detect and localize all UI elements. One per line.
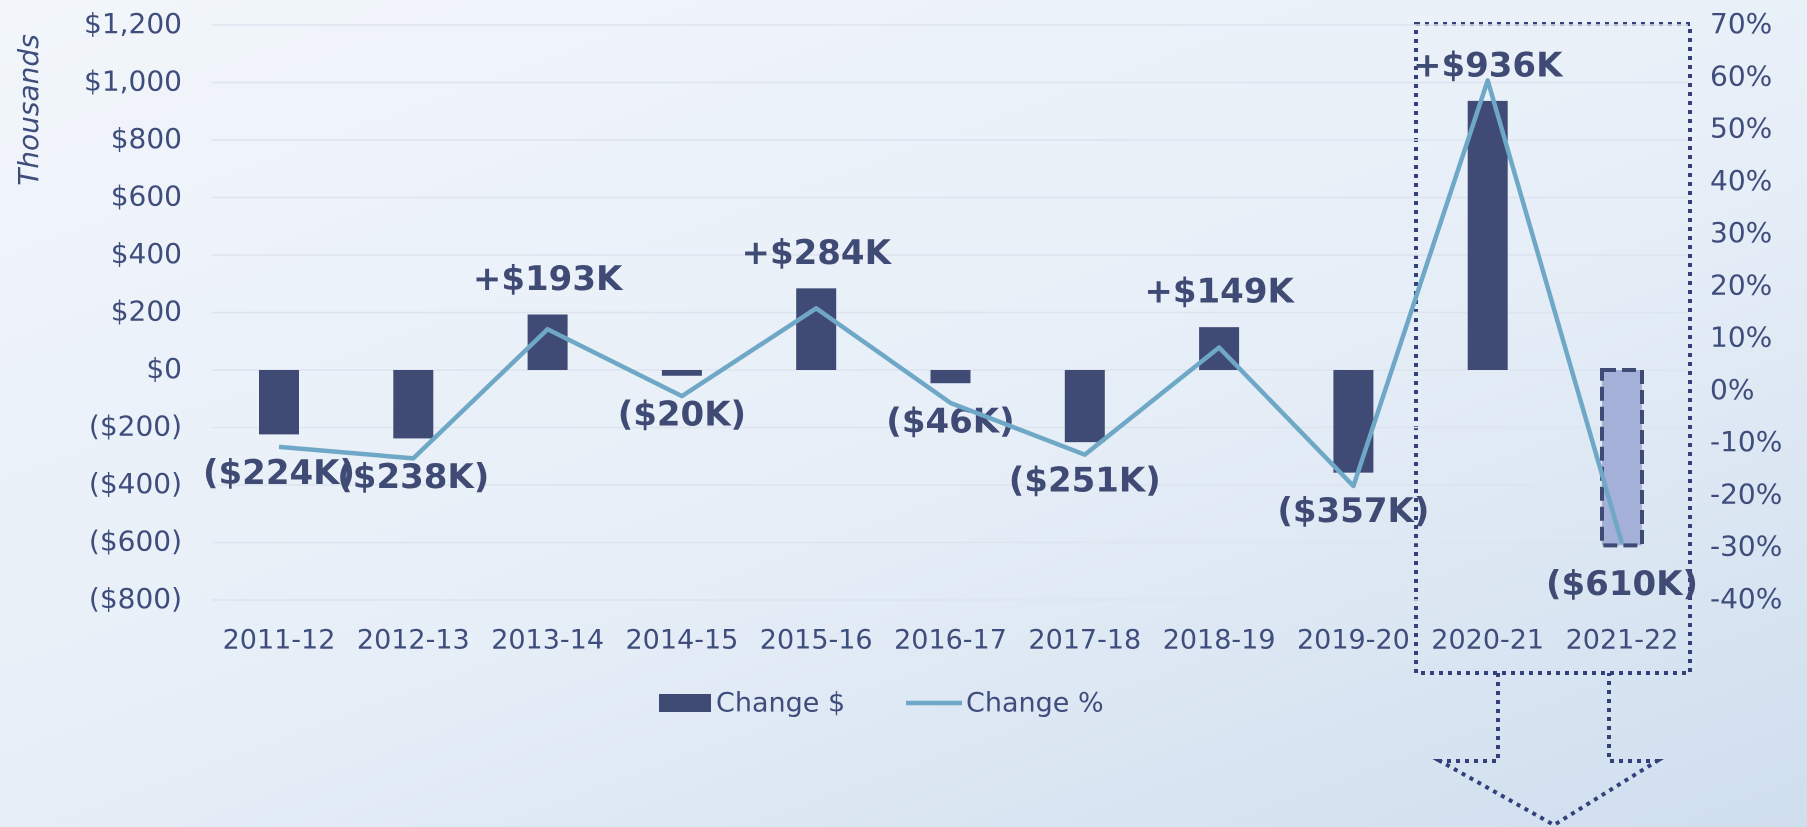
bar: [393, 370, 434, 439]
x-tick-label: 2015-16: [760, 625, 873, 656]
line: [278, 78, 1625, 545]
x-tick-label: 2021-22: [1566, 625, 1679, 656]
bar: [1333, 370, 1374, 473]
x-tick-label: 2013-14: [491, 625, 604, 656]
legend-label: Change $: [716, 688, 845, 719]
value-label: ($610K): [1546, 564, 1698, 604]
value-label: ($224K): [203, 453, 355, 493]
y2-tick-label: 10%: [1710, 321, 1772, 354]
x-tick-label: 2019-20: [1297, 625, 1410, 656]
y-tick-label: ($200): [89, 410, 182, 443]
bar: [1600, 368, 1644, 548]
bar: [1064, 370, 1105, 443]
bar: [796, 288, 837, 370]
x-tick-label: 2020-21: [1431, 625, 1544, 656]
y-tick-label: ($400): [89, 467, 182, 500]
y2-tick-label: 20%: [1710, 268, 1772, 301]
x-tick-label: 2012-13: [357, 625, 470, 656]
y2-tick-label: -10%: [1710, 425, 1782, 458]
x-tick-label: 2014-15: [625, 625, 738, 656]
highlight-box: [1414, 22, 1692, 827]
y-tick-label: ($600): [89, 525, 182, 558]
y2-tick-label: -40%: [1710, 582, 1782, 615]
y2-tick-label: 50%: [1710, 112, 1772, 145]
y2-tick-label: -20%: [1710, 477, 1782, 510]
y-tick-label: $1,000: [84, 65, 182, 98]
y2-tick-label: 30%: [1710, 216, 1772, 249]
bar: [930, 370, 971, 384]
y-tick-label: $0: [146, 352, 182, 385]
y2-tick-label: 60%: [1710, 59, 1772, 92]
y-tick-label: $400: [111, 237, 182, 270]
bar: [661, 370, 702, 376]
x-tick-label: 2011-12: [223, 625, 336, 656]
legend-label: Change %: [966, 688, 1104, 719]
y2-tick-label: 0%: [1710, 373, 1754, 406]
y2-tick-label: 40%: [1710, 164, 1772, 197]
x-tick-label: 2018-19: [1163, 625, 1276, 656]
y-tick-label: $600: [111, 180, 182, 213]
value-label: ($238K): [337, 457, 489, 497]
y-axis-label: Thousands: [12, 34, 45, 186]
value-label: +$149K: [1144, 272, 1295, 312]
value-label: ($357K): [1277, 491, 1429, 531]
y-tick-label: $800: [111, 122, 182, 155]
x-tick-label: 2016-17: [894, 625, 1007, 656]
bar: [259, 370, 299, 435]
bar: [1467, 100, 1508, 371]
y2-tick-label: 70%: [1710, 7, 1772, 40]
value-label: ($251K): [1009, 461, 1161, 501]
arrow: [1432, 673, 1665, 827]
y-tick-label: ($800): [89, 582, 182, 615]
legend-swatch: [659, 694, 711, 712]
value-label: +$284K: [741, 233, 892, 273]
y-tick-label: $200: [111, 295, 182, 328]
dotted-box: [1414, 22, 1692, 675]
value-label: ($20K): [618, 394, 746, 434]
y2-tick-label: -30%: [1710, 530, 1782, 563]
x-tick-label: 2017-18: [1028, 625, 1141, 656]
value-label: +$193K: [473, 259, 624, 299]
y-tick-label: $1,200: [84, 7, 182, 40]
